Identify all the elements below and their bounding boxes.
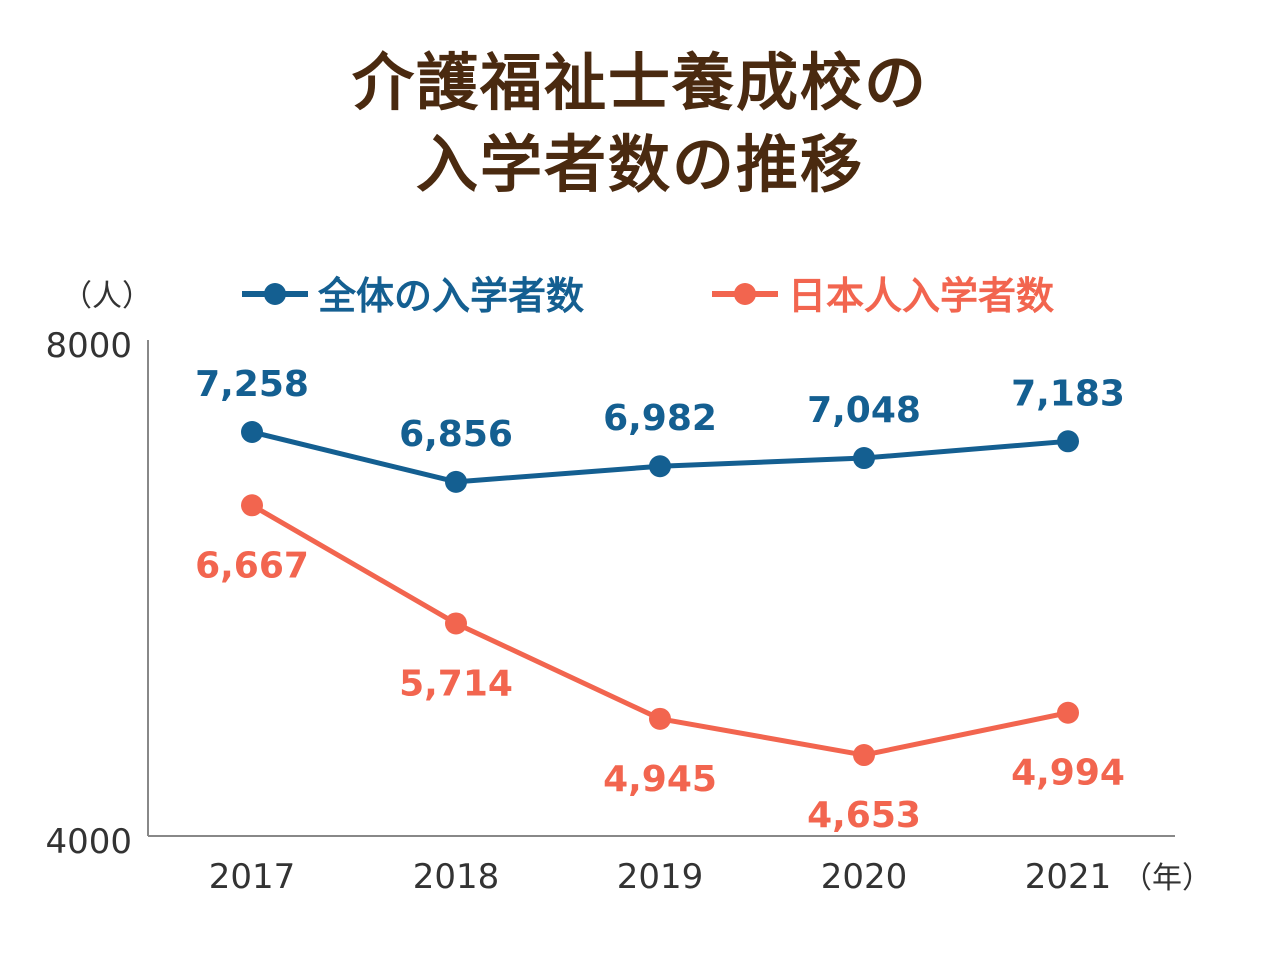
x-tick-label-2018: 2018 [413,857,500,897]
y-tick-label-max: 8000 [45,326,132,366]
series-2-point-2021 [1057,701,1079,724]
series-1-point-2018 [445,470,467,493]
legend: 全体の入学者数 日本人入学者数 [242,274,1054,318]
series-2-point-2019 [649,707,671,730]
series-1-data-label-2018: 6,856 [399,414,513,455]
series-1-data-label-2020: 7,048 [807,390,921,431]
chart-title-line-1: 介護福祉士養成校の [351,46,928,119]
series-1-point-2020 [853,447,875,470]
y-tick-label-min: 4000 [45,822,132,862]
series-layer: 7,258 6,856 6,982 7,048 7,183 6,667 5,714 4,945… [195,364,1125,836]
legend-series-1-marker [264,283,286,305]
series-1-point-2019 [649,455,671,478]
x-tick-label-2017: 2017 [209,857,296,897]
chart-title: 介護福祉士養成校の 入学者数の推移 [0,42,1280,206]
legend-series-2-label: 日本人入学者数 [788,274,1054,318]
series-2-data-label-2018: 5,714 [399,663,513,704]
x-tick-label-2020: 2020 [821,857,908,897]
series-1-data-label-2017: 7,258 [195,364,309,405]
series-2-data-label-2021: 4,994 [1011,753,1125,794]
x-axis-unit: （年） [1122,861,1212,896]
series-1-point-2021 [1057,430,1079,453]
chart-title-line-2: 入学者数の推移 [415,128,864,201]
series-1-data-label-2019: 6,982 [603,398,717,439]
series-2-point-2017 [241,494,263,517]
series-2-data-label-2020: 4,653 [807,795,921,836]
y-axis-unit: （人） [62,279,152,314]
series-2-data-label-2019: 4,945 [603,759,717,800]
series-2-point-2018 [445,612,467,635]
x-tick-labels: 2017 2018 2019 2020 2021 [209,857,1112,897]
x-tick-label-2021: 2021 [1025,857,1112,897]
series-1-point-2017 [241,421,263,444]
series-2-point-2020 [853,744,875,767]
series-2-data-label-2017: 6,667 [195,545,309,586]
legend-series-2-marker [734,283,756,305]
x-tick-label-2019: 2019 [617,857,704,897]
series-1-data-label-2021: 7,183 [1011,373,1125,414]
legend-series-1-label: 全体の入学者数 [317,274,584,318]
